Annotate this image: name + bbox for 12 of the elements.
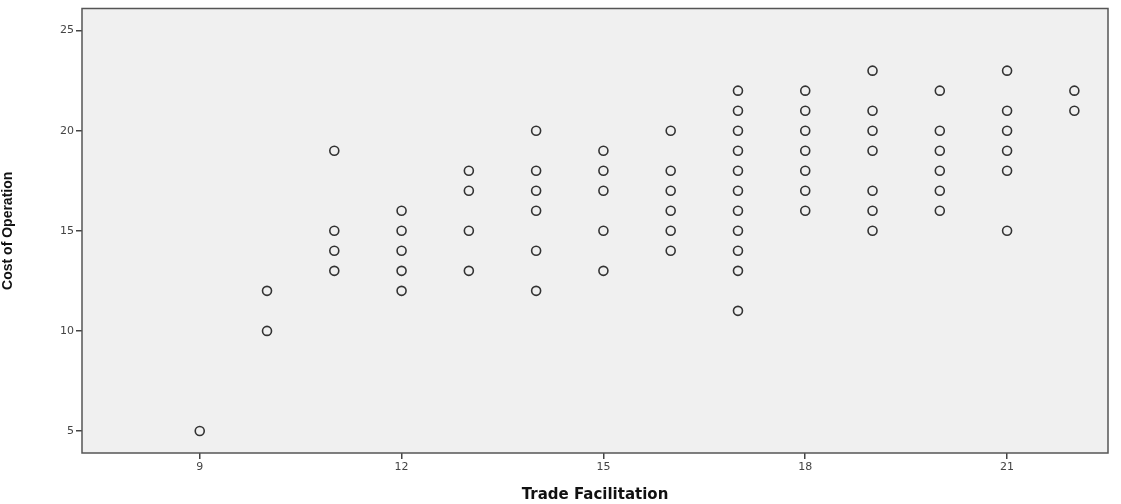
y-tick-label: 5: [67, 423, 74, 437]
y-axis-title: Cost of Operation: [0, 171, 16, 290]
x-axis-title: Trade Facilitation: [521, 484, 669, 503]
x-tick-label: 21: [1000, 460, 1015, 474]
y-tick-label: 25: [60, 23, 74, 37]
x-tick-label: 12: [394, 460, 409, 474]
x-tick-label: 15: [596, 460, 611, 474]
x-tick-label: 9: [196, 460, 204, 474]
x-tick-label: 18: [798, 460, 813, 474]
y-tick-label: 20: [60, 123, 74, 137]
y-tick-label: 10: [60, 323, 74, 337]
y-tick-label: 15: [60, 223, 74, 237]
